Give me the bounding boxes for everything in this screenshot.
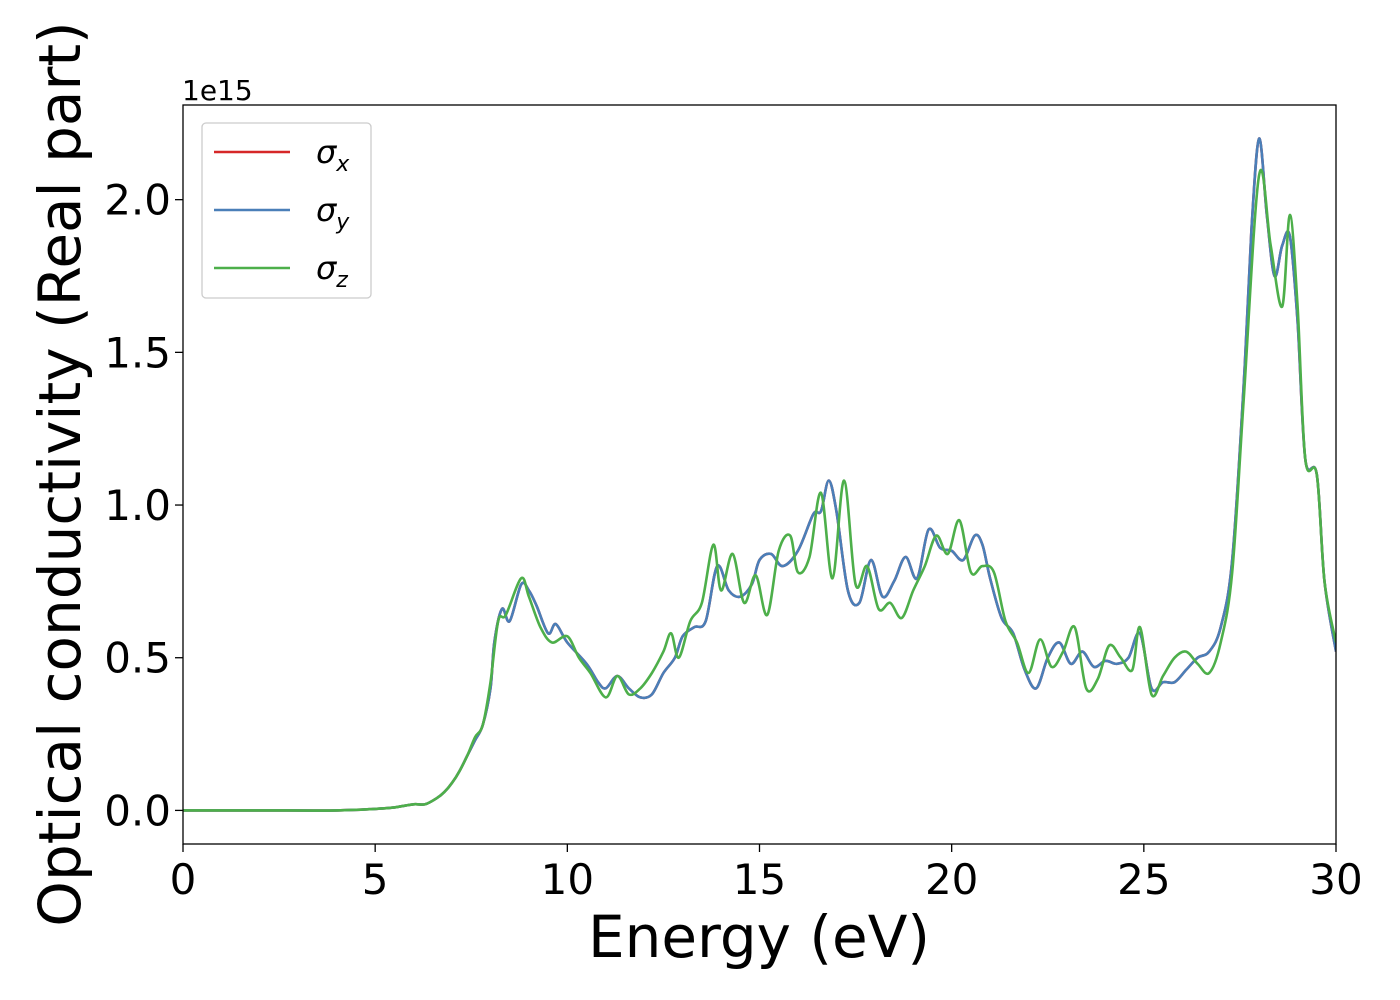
x-tick-label: 25 — [1117, 855, 1170, 904]
x-tick-label: 0 — [170, 855, 197, 904]
y-axis-label: Optical conductivity (Real part) — [26, 21, 94, 926]
y-offset-label: 1e15 — [182, 74, 253, 107]
legend-label-y: σy — [316, 191, 350, 235]
legend-label-z: σz — [316, 249, 348, 293]
y-axis-ticks: 0.0 0.5 1.0 1.5 2.0 — [104, 176, 183, 835]
y-tick-label: 2.0 — [104, 176, 171, 225]
series-line-y — [183, 137, 1336, 812]
x-tick-label: 15 — [733, 855, 786, 904]
x-tick-label: 10 — [541, 855, 594, 904]
x-axis-label: Energy (eV) — [588, 903, 930, 971]
x-axis-ticks: 0 5 10 15 20 25 30 — [170, 844, 1363, 904]
y-tick-label: 0.0 — [104, 786, 171, 835]
y-tick-label: 0.5 — [104, 634, 171, 683]
x-tick-label: 5 — [362, 855, 389, 904]
legend: σx σy σz — [201, 122, 372, 299]
x-tick-label: 30 — [1309, 855, 1362, 904]
x-tick-label: 20 — [925, 855, 978, 904]
plot-area — [183, 105, 1336, 844]
y-tick-label: 1.5 — [104, 328, 171, 377]
series-line-z — [183, 168, 1336, 812]
y-tick-label: 1.0 — [104, 481, 171, 530]
legend-label-x: σx — [316, 133, 350, 177]
series-layer — [183, 137, 1336, 812]
